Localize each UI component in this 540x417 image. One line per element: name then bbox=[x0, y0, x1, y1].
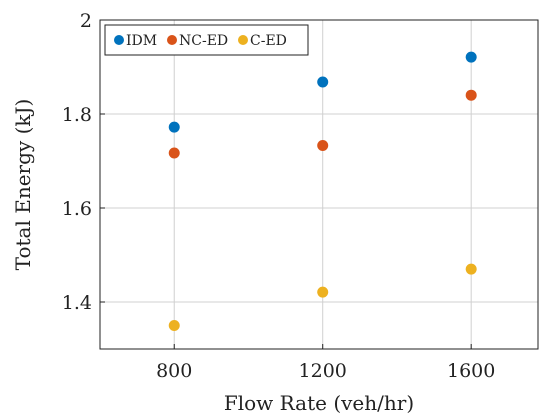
data-point-idm bbox=[168, 121, 180, 133]
grid-lines bbox=[100, 19, 538, 349]
x-tick-label: 1600 bbox=[447, 360, 495, 382]
data-point-c-ed bbox=[168, 320, 180, 331]
y-tick-label: 1.6 bbox=[62, 198, 92, 220]
y-tick-label: 1.4 bbox=[62, 292, 92, 314]
data-point-nc-ed bbox=[317, 139, 329, 151]
legend: IDM NC-ED C-ED bbox=[104, 24, 309, 56]
data-point-nc-ed bbox=[465, 89, 477, 101]
data-point-nc-ed bbox=[168, 147, 180, 159]
data-point-c-ed bbox=[317, 286, 329, 298]
y-tick-label: 2 bbox=[80, 10, 92, 32]
data-point-c-ed bbox=[465, 263, 477, 275]
data-points bbox=[168, 51, 477, 331]
legend-swatch bbox=[238, 35, 248, 45]
data-point-idm bbox=[465, 51, 477, 63]
legend-swatch bbox=[114, 35, 124, 45]
plot-frame bbox=[99, 19, 539, 350]
axis-ticks: 800 1200 1600 1.4 1.6 1.8 2 bbox=[62, 10, 496, 382]
x-tick-label: 1200 bbox=[299, 360, 347, 382]
y-tick-label: 1.8 bbox=[62, 104, 92, 126]
legend-label: C-ED bbox=[250, 33, 287, 49]
x-tick-label: 800 bbox=[156, 360, 192, 382]
legend-label: NC-ED bbox=[179, 33, 228, 49]
legend-swatch bbox=[167, 35, 177, 45]
x-axis-label: Flow Rate (veh/hr) bbox=[224, 391, 414, 415]
legend-label: IDM bbox=[126, 33, 157, 49]
data-point-idm bbox=[317, 76, 329, 88]
y-axis-label: Total Energy (kJ) bbox=[11, 99, 35, 271]
legend-box bbox=[104, 24, 309, 56]
